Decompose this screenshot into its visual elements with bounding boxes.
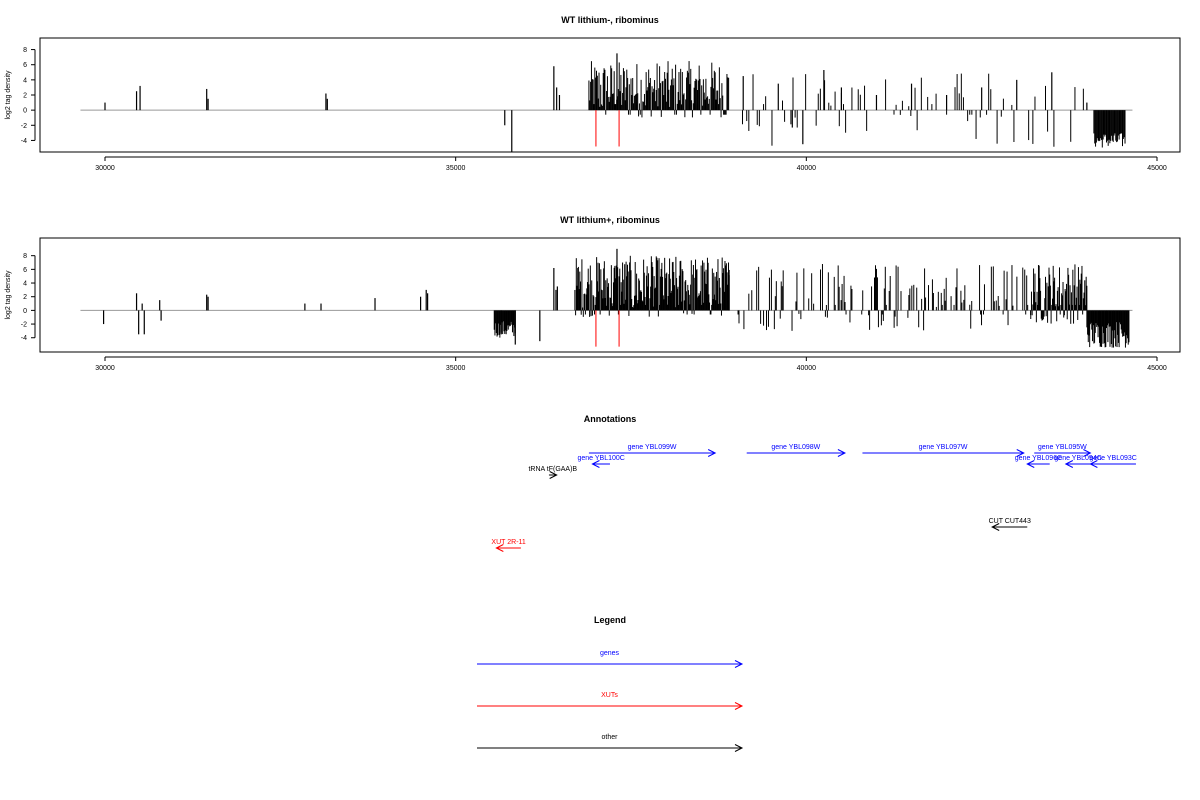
legend-entry: other bbox=[477, 734, 744, 752]
x-tick-label: 45000 bbox=[1147, 165, 1167, 172]
x-axis: 30000 35000 40000 45000 bbox=[95, 356, 1167, 372]
plot-marks bbox=[80, 248, 1133, 348]
y-tick-label: 4 bbox=[23, 281, 27, 288]
x-tick-label: 45000 bbox=[1147, 365, 1167, 372]
legend: Legend genes XUTs other bbox=[477, 615, 744, 752]
plot-marks bbox=[80, 53, 1133, 152]
legend-entry: XUTs bbox=[477, 692, 744, 710]
x-tick-label: 35000 bbox=[446, 165, 466, 172]
feature-label: gene YBL097W bbox=[919, 444, 968, 451]
feature-label: gene YBL096C bbox=[1015, 455, 1062, 462]
legend-entry: genes bbox=[477, 650, 744, 668]
panel-title: WT lithium-, ribominus bbox=[561, 15, 659, 25]
legend-arrowhead bbox=[734, 702, 744, 710]
y-tick-label: 4 bbox=[23, 77, 27, 84]
annotation-feature: gene YBL098W bbox=[746, 444, 847, 457]
y-tick-label: -4 bbox=[21, 335, 27, 342]
y-axis: -4 -2 0 2 4 6 8 bbox=[21, 47, 36, 145]
y-tick-label: 0 bbox=[23, 108, 27, 115]
feature-arrowhead bbox=[837, 449, 847, 457]
y-tick-label: -2 bbox=[21, 322, 27, 329]
y-tick-label: 2 bbox=[23, 93, 27, 100]
panel-title: WT lithium+, ribominus bbox=[560, 215, 660, 225]
x-axis: 30000 35000 40000 45000 bbox=[95, 156, 1167, 172]
legend-label: other bbox=[602, 734, 619, 741]
annotations-title: Annotations bbox=[584, 414, 637, 424]
y-tick-label: -4 bbox=[21, 138, 27, 145]
y-tick-label: -2 bbox=[21, 123, 27, 130]
annotation-feature: gene YBL100C bbox=[578, 455, 625, 468]
feature-label: XUT 2R-11 bbox=[491, 539, 525, 546]
annotation-feature: gene YBL094C bbox=[1054, 455, 1102, 468]
x-tick-label: 30000 bbox=[95, 165, 115, 172]
x-tick-label: 30000 bbox=[95, 365, 115, 372]
annotation-feature: gene YBL095W bbox=[1034, 444, 1092, 457]
legend-title: Legend bbox=[594, 615, 626, 625]
feature-arrowhead bbox=[591, 460, 600, 468]
y-tick-label: 6 bbox=[23, 62, 27, 69]
y-axis-label: log2 tag density bbox=[5, 270, 12, 320]
feature-label: gene YBL099W bbox=[628, 444, 677, 451]
feature-label: gene YBL094C bbox=[1054, 455, 1101, 462]
feature-arrowhead bbox=[1016, 449, 1025, 457]
legend-label: XUTs bbox=[601, 692, 618, 699]
panel-wt-lithium-minus: WT lithium-, ribominus log2 tag density … bbox=[5, 15, 1181, 172]
feature-arrowhead bbox=[1064, 460, 1074, 468]
annotation-feature: CUT CUT443 bbox=[989, 518, 1031, 531]
plot-frame bbox=[39, 37, 1181, 153]
feature-arrowhead bbox=[707, 449, 717, 457]
y-tick-label: 8 bbox=[23, 253, 27, 260]
feature-label: gene YBL100C bbox=[578, 455, 625, 462]
x-tick-label: 35000 bbox=[446, 365, 466, 372]
feature-arrowhead bbox=[991, 523, 1000, 531]
feature-label: tRNA tF(GAA)B bbox=[528, 466, 577, 473]
plot-frame bbox=[39, 237, 1181, 353]
y-tick-label: 8 bbox=[23, 47, 27, 54]
panel-wt-lithium-plus: WT lithium+, ribominus log2 tag density … bbox=[5, 215, 1181, 372]
annotation-feature: gene YBL093C bbox=[1089, 455, 1137, 468]
feature-arrowhead bbox=[495, 544, 504, 552]
y-tick-label: 2 bbox=[23, 294, 27, 301]
y-axis-label: log2 tag density bbox=[5, 70, 12, 120]
y-tick-label: 6 bbox=[23, 267, 27, 274]
feature-label: gene YBL095W bbox=[1038, 444, 1087, 451]
feature-arrowhead bbox=[1026, 460, 1035, 468]
feature-label: CUT CUT443 bbox=[989, 518, 1031, 525]
feature-label: gene YBL098W bbox=[771, 444, 820, 451]
legend-arrowhead bbox=[734, 744, 744, 752]
feature-arrowhead bbox=[549, 471, 558, 479]
legend-items: genes XUTs other bbox=[477, 650, 744, 752]
annotation-feature: gene YBL096C bbox=[1015, 455, 1062, 468]
feature-arrowhead bbox=[1089, 460, 1098, 468]
legend-arrowhead bbox=[734, 660, 744, 668]
annotation-feature: gene YBL097W bbox=[862, 444, 1025, 457]
y-axis: -4 -2 0 2 4 6 8 bbox=[21, 253, 36, 342]
annotation-feature: gene YBL099W bbox=[588, 444, 717, 457]
annotation-feature: XUT 2R-11 bbox=[491, 539, 526, 552]
y-tick-label: 0 bbox=[23, 308, 27, 315]
x-tick-label: 40000 bbox=[797, 365, 817, 372]
annotation-feature: tRNA tF(GAA)B bbox=[528, 466, 577, 479]
legend-label: genes bbox=[600, 650, 620, 657]
x-tick-label: 40000 bbox=[797, 165, 817, 172]
feature-arrowhead bbox=[1083, 449, 1092, 457]
feature-label: gene YBL093C bbox=[1089, 455, 1136, 462]
